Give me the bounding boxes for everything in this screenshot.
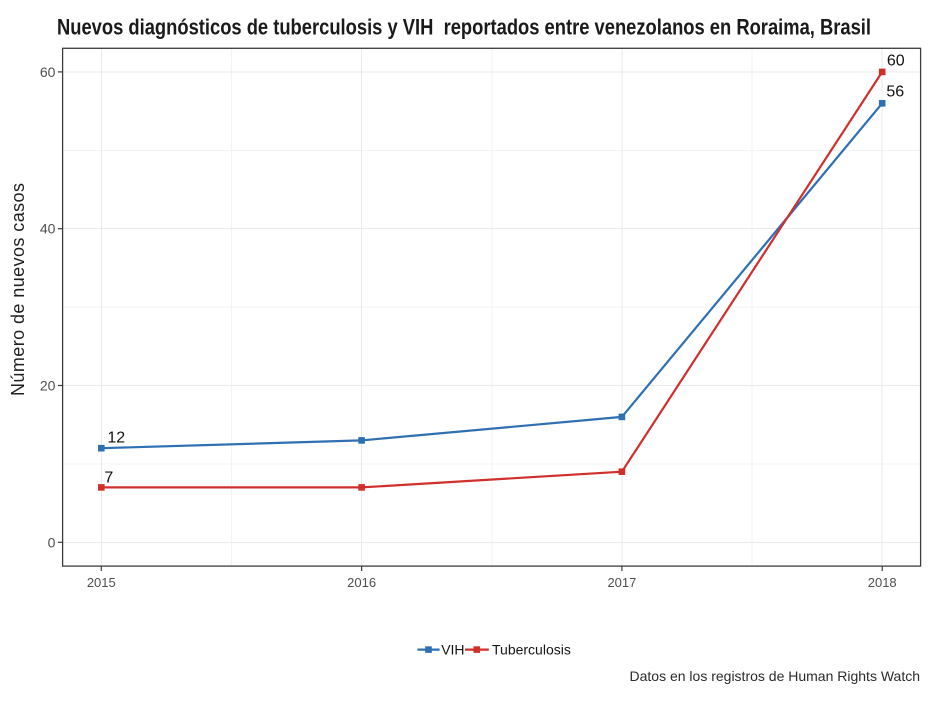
svg-text:VIH: VIH: [441, 641, 464, 657]
svg-text:0: 0: [48, 534, 56, 550]
svg-text:60: 60: [40, 64, 56, 80]
svg-text:2015: 2015: [87, 575, 116, 590]
svg-text:2018: 2018: [868, 575, 897, 590]
svg-text:12: 12: [107, 429, 125, 446]
svg-text:2017: 2017: [607, 575, 636, 590]
svg-text:Datos en los registros de Huma: Datos en los registros de Human Rights W…: [630, 668, 921, 684]
svg-text:Nuevos diagnósticos de tubercu: Nuevos diagnósticos de tuberculosis y VI…: [57, 14, 871, 39]
svg-text:Número de nuevos casos: Número de nuevos casos: [8, 183, 28, 396]
svg-text:40: 40: [40, 221, 56, 237]
svg-text:Tuberculosis: Tuberculosis: [492, 641, 571, 657]
svg-text:56: 56: [886, 84, 904, 101]
svg-text:20: 20: [40, 378, 56, 394]
svg-text:60: 60: [887, 53, 905, 70]
svg-text:7: 7: [104, 469, 113, 486]
svg-text:2016: 2016: [347, 575, 376, 590]
